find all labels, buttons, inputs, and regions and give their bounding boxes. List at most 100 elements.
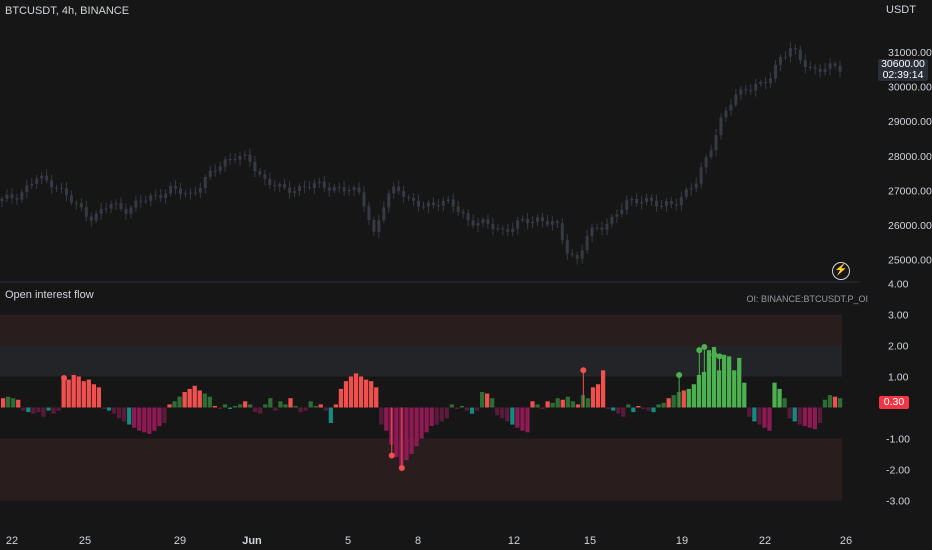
oscillator-bar [429,407,434,427]
oscillator-bar [278,401,283,408]
oscillator-bar [732,370,737,408]
lightning-icon[interactable]: ⚡ [832,262,850,280]
candle-body [263,174,267,179]
candle-body [213,170,217,172]
oscillator-bar [51,407,56,414]
candle-body [169,186,173,194]
candle-body [397,186,401,192]
candle-body [367,206,371,220]
time-tick-label: Jun [242,535,262,547]
oscillator-bar [364,379,369,408]
candle-body [104,208,108,210]
time-tick-label: 29 [174,535,186,547]
candle-body [243,154,247,157]
candle-body [149,195,153,201]
oscillator-bar [469,407,475,414]
currency-label[interactable]: USDT [886,4,916,16]
candle-body [362,192,366,207]
candle-body [258,171,262,175]
oscillator-value-tag: 0.30 [879,396,909,409]
candle-body [550,221,554,225]
candle-body [79,203,83,208]
candle-body [451,199,455,207]
candle-body [496,228,500,230]
oscillator-bar [520,407,525,431]
candle-body [134,200,138,208]
candle-body [729,104,733,111]
oscillator-bar [298,407,303,413]
candle-body [382,207,386,221]
oscillator-bar [681,390,686,408]
oscillator-bar [374,387,379,408]
candle-body [288,187,292,193]
oscillator-bar [283,404,288,408]
candle-body [476,223,480,226]
candle-body [679,196,683,206]
oscillator-bar [535,404,540,408]
candle-body [704,157,708,168]
oscillator-bar [727,356,732,408]
oscillator-bar [772,382,777,408]
oscillator-bar [111,407,117,414]
symbol-title[interactable]: BTCUSDT, 4h, BINANCE [5,5,130,17]
oscillator-bar [827,395,833,408]
candle-body [30,183,34,186]
candle-body [565,240,569,254]
candle-body [228,159,232,161]
candle-body [69,195,73,203]
candle-body [198,188,202,193]
oscillator-bar [777,388,782,408]
oscillator-bar [318,404,323,408]
oscillator-bar [832,396,838,408]
oscillator-tick-label: 1.00 [888,372,909,384]
candle-body [446,199,450,201]
candle-body [402,191,406,197]
oscillator-bar [21,407,26,411]
candle-body [144,200,148,202]
candle-body [55,187,59,189]
candle-body [625,200,629,210]
candle-body [372,219,376,232]
candle-body [788,48,792,57]
oscillator-bar [71,374,76,408]
oscillator-bar [41,407,46,417]
oscillator-bar [122,407,127,422]
oscillator-bar [691,384,696,408]
oscillator-bar [358,376,364,408]
oscillator-bar [76,376,81,408]
candle-body [645,197,649,202]
oscillator-bar [212,405,218,408]
candle-body [154,195,158,197]
candle-body [818,68,822,73]
candle-body [655,200,659,207]
oscillator-tick-label: 4.00 [888,279,909,291]
oscillator-bar [293,405,298,408]
oscillator-bar [742,382,747,408]
marker-dot [716,353,723,360]
oscillator-bar [495,407,500,416]
oscillator-bar [575,404,581,408]
oscillator-bar [611,407,616,411]
candle-body [74,202,78,204]
oscillator-bar [313,405,318,408]
marker-dot [388,452,395,459]
oscillator-bar [792,407,797,422]
candle-body [516,220,520,229]
time-tick-label: 26 [840,535,852,547]
indicator-title[interactable]: Open interest flow [5,289,94,301]
price-tick-label: 25000.00 [888,255,932,267]
oscillator-bar [288,398,293,408]
oscillator-bar [253,407,258,413]
candle-body [724,110,728,118]
price-tick-label: 28000.00 [888,151,932,163]
price-candles [0,42,842,265]
candle-body [620,209,624,215]
candle-body [615,214,619,217]
candle-body [491,223,495,230]
candle-body [417,200,421,207]
candle-body [35,178,39,184]
candle-body [302,186,306,188]
oscillator-bar [479,392,485,408]
time-axis: 22 25 29 Jun 5 8 12 15 19 22 26 [6,535,852,547]
